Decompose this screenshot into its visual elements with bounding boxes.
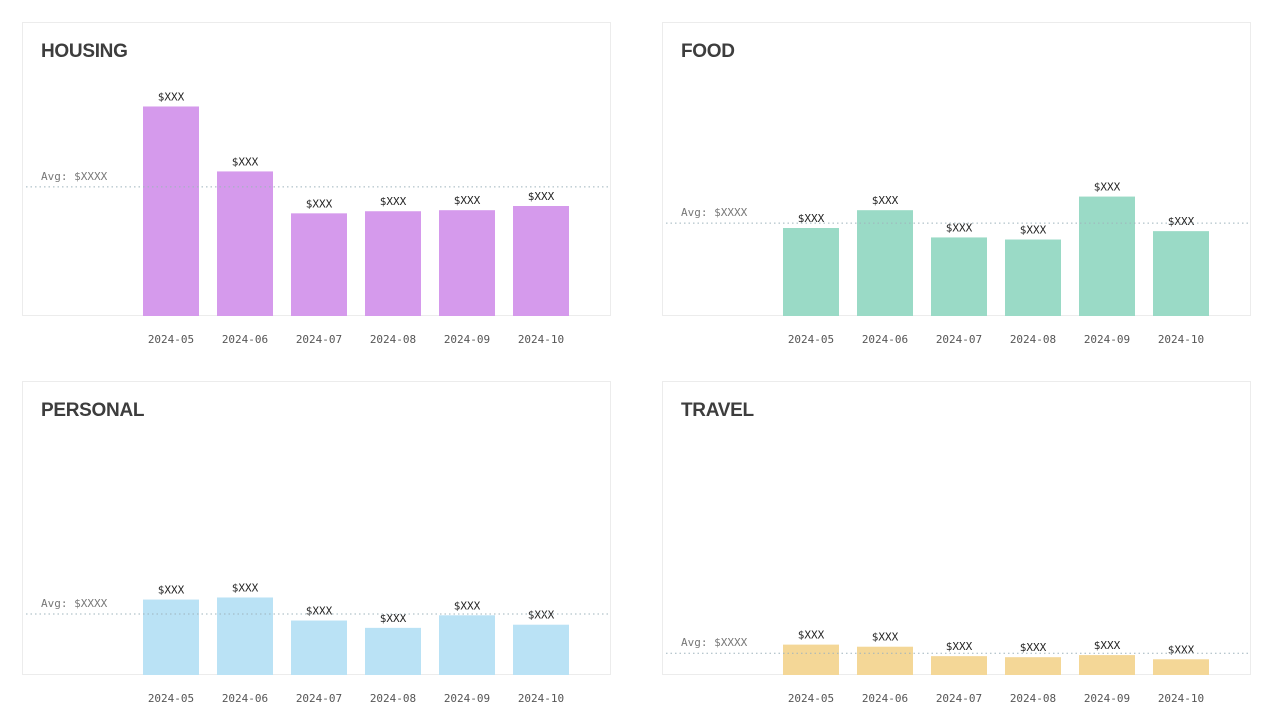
bar-value-label: $XXX: [380, 612, 407, 625]
bar: [783, 644, 839, 675]
chart-title: PERSONAL: [41, 400, 145, 421]
average-label: Avg: $XXXX: [41, 597, 108, 610]
chart-title: HOUSING: [41, 41, 128, 62]
x-tick-label: 2024-05: [788, 692, 834, 705]
bar: [217, 171, 273, 316]
chart-panel-travel: TRAVEL $XXX 2024-05 $XXX 2024-06 $XXX 2024-07…: [662, 381, 1251, 705]
bar: [217, 597, 273, 675]
x-tick-label: 2024-10: [1158, 333, 1204, 346]
bar: [783, 228, 839, 316]
bar-value-label: $XXX: [798, 212, 825, 225]
average-label: Avg: $XXXX: [681, 206, 748, 219]
x-tick-label: 2024-06: [862, 333, 908, 346]
bar-value-label: $XXX: [872, 194, 899, 207]
x-tick-label: 2024-10: [518, 333, 564, 346]
x-tick-label: 2024-09: [1084, 692, 1130, 705]
bar-value-label: $XXX: [1094, 639, 1121, 652]
bar-value-label: $XXX: [528, 190, 555, 203]
bar-value-label: $XXX: [158, 584, 185, 597]
bar-value-label: $XXX: [454, 599, 481, 612]
bar: [513, 624, 569, 675]
x-tick-label: 2024-10: [1158, 692, 1204, 705]
bar: [1005, 657, 1061, 675]
bar-chart-personal: $XXX 2024-05 $XXX 2024-06 $XXX 2024-07 $XXX 202…: [26, 581, 609, 705]
bar-value-label: $XXX: [1094, 181, 1121, 194]
bar: [291, 620, 347, 675]
x-tick-label: 2024-05: [148, 692, 194, 705]
bar: [1153, 659, 1209, 675]
bar: [513, 206, 569, 316]
bar: [291, 213, 347, 316]
bar-value-label: $XXX: [946, 221, 973, 234]
bar-value-label: $XXX: [1020, 224, 1047, 237]
bar-value-label: $XXX: [1020, 641, 1047, 654]
bar: [857, 646, 913, 675]
bar-value-label: $XXX: [946, 640, 973, 653]
bar: [143, 599, 199, 675]
x-tick-label: 2024-10: [518, 692, 564, 705]
x-tick-label: 2024-07: [296, 692, 342, 705]
bar: [931, 656, 987, 675]
chart-panel-housing: HOUSING $XXX 2024-05 $XXX 2024-06 $XXX 2024-0…: [22, 22, 611, 346]
bar-value-label: $XXX: [158, 90, 185, 103]
chart-title: FOOD: [681, 41, 735, 62]
chart-title: TRAVEL: [681, 400, 754, 421]
x-tick-label: 2024-06: [862, 692, 908, 705]
x-tick-label: 2024-09: [444, 692, 490, 705]
bar: [1005, 239, 1061, 316]
x-tick-label: 2024-07: [936, 692, 982, 705]
bar-chart-travel: $XXX 2024-05 $XXX 2024-06 $XXX 2024-07 $XXX 202…: [666, 629, 1249, 705]
bar-chart-food: $XXX 2024-05 $XXX 2024-06 $XXX 2024-07 $XXX 202…: [666, 181, 1249, 346]
x-tick-label: 2024-08: [1010, 333, 1056, 346]
bar: [365, 211, 421, 316]
x-tick-label: 2024-08: [370, 333, 416, 346]
bar: [1079, 196, 1135, 316]
bar: [439, 210, 495, 316]
bar: [439, 615, 495, 675]
x-tick-label: 2024-06: [222, 333, 268, 346]
x-tick-label: 2024-08: [370, 692, 416, 705]
bar-chart-housing: $XXX 2024-05 $XXX 2024-06 $XXX 2024-07 $XXX 202…: [26, 90, 609, 346]
bar: [857, 210, 913, 316]
bar-value-label: $XXX: [232, 155, 259, 168]
bar-value-label: $XXX: [454, 194, 481, 207]
bar-value-label: $XXX: [232, 581, 259, 594]
x-tick-label: 2024-05: [788, 333, 834, 346]
x-tick-label: 2024-09: [1084, 333, 1130, 346]
average-label: Avg: $XXXX: [681, 636, 748, 649]
chart-panel-food: FOOD $XXX 2024-05 $XXX 2024-06 $XXX 2024-07 $X…: [662, 22, 1251, 346]
bar-value-label: $XXX: [872, 631, 899, 644]
x-tick-label: 2024-08: [1010, 692, 1056, 705]
bar-value-label: $XXX: [798, 629, 825, 642]
bar: [1153, 231, 1209, 316]
bar: [365, 627, 421, 675]
x-tick-label: 2024-05: [148, 333, 194, 346]
bar: [143, 106, 199, 316]
x-tick-label: 2024-09: [444, 333, 490, 346]
bar-value-label: $XXX: [306, 197, 333, 210]
average-label: Avg: $XXXX: [41, 170, 108, 183]
bar: [931, 237, 987, 316]
bar: [1079, 655, 1135, 675]
chart-panel-personal: PERSONAL $XXX 2024-05 $XXX 2024-06 $XXX 2024-…: [22, 381, 611, 705]
bar-value-label: $XXX: [1168, 215, 1195, 228]
x-tick-label: 2024-06: [222, 692, 268, 705]
bar-value-label: $XXX: [306, 605, 333, 618]
x-tick-label: 2024-07: [936, 333, 982, 346]
bar-value-label: $XXX: [380, 195, 407, 208]
x-tick-label: 2024-07: [296, 333, 342, 346]
bar-value-label: $XXX: [1168, 643, 1195, 656]
bar-value-label: $XXX: [528, 609, 555, 622]
